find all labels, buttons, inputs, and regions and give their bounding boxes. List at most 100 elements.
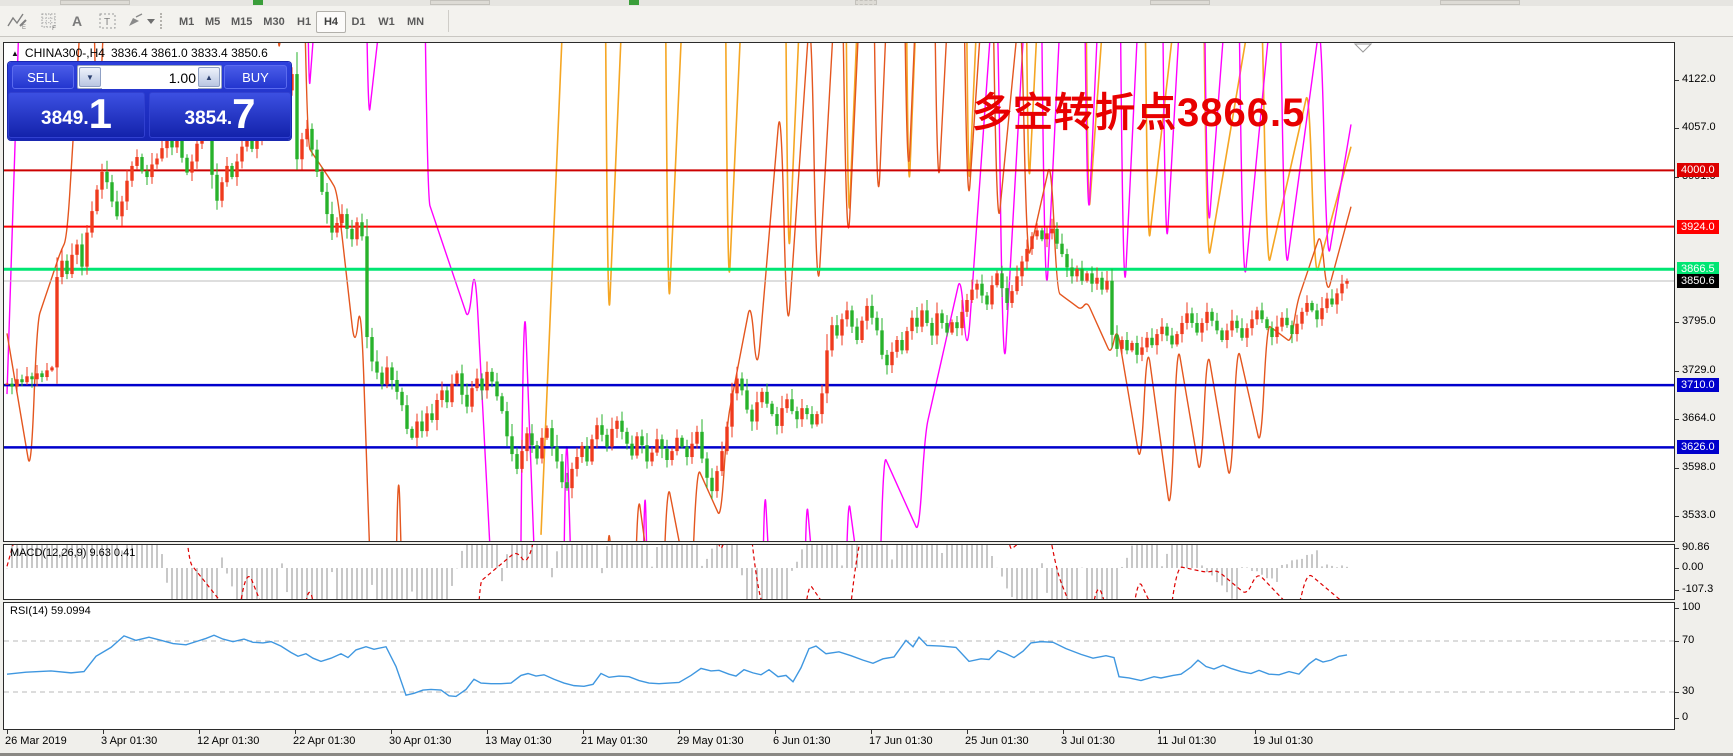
price-axis[interactable]: 4122.04057.03991.03795.03729.03664.03598… xyxy=(1675,43,1733,541)
macd-chart xyxy=(6,545,1348,599)
macd-axis[interactable]: 90.86 0.00 -107.3 xyxy=(1675,541,1733,599)
date-label: 12 Apr 01:30 xyxy=(197,735,260,747)
timeframe-h1[interactable]: H1 xyxy=(297,16,312,28)
text-label-icon[interactable]: A xyxy=(66,10,88,32)
date-label: 30 Apr 01:30 xyxy=(389,735,452,747)
cursor-mode-icon[interactable] xyxy=(124,10,158,32)
macd-tick-label: 0.00 xyxy=(1682,561,1704,573)
sell-price-dot: . xyxy=(83,108,89,129)
grid-icon[interactable]: F xyxy=(36,10,62,32)
volume-input[interactable] xyxy=(102,67,198,89)
buy-price-dot: . xyxy=(226,108,233,129)
date-tick xyxy=(199,730,200,734)
date-label: 21 May 01:30 xyxy=(581,735,648,747)
timeframe-w1[interactable]: W1 xyxy=(378,16,395,28)
price-badge-3626.0: 3626.0 xyxy=(1677,440,1719,455)
date-label: 3 Jul 01:30 xyxy=(1061,735,1115,747)
letter-a: A xyxy=(71,13,83,29)
price-badge-3850.6: 3850.6 xyxy=(1677,274,1719,289)
price-badge-3710.0: 3710.0 xyxy=(1677,378,1719,393)
date-label: 29 May 01:30 xyxy=(677,735,744,747)
toolbar-separator xyxy=(448,10,449,32)
ma-orange xyxy=(6,43,1352,541)
buy-price-button[interactable]: 3854 . 7 xyxy=(149,92,291,138)
price-tick-label: 4122.0 xyxy=(1682,73,1716,85)
toolbar-grip[interactable] xyxy=(160,13,165,29)
price-tick-label: 3664.0 xyxy=(1682,412,1716,425)
price-tick xyxy=(1675,322,1679,324)
date-tick xyxy=(775,730,776,734)
price-tick-label: 3795.0 xyxy=(1682,315,1716,328)
date-tick xyxy=(583,730,584,734)
symbol-header: ▲ CHINA300-,H4 3836.4 3861.0 3833.4 3850… xyxy=(11,46,268,60)
rsi-axis[interactable]: 100 70 30 0 xyxy=(1675,601,1733,729)
timeframe-m5[interactable]: M5 xyxy=(205,16,221,28)
sell-price-main: 3849 xyxy=(41,108,84,129)
price-tick xyxy=(1675,419,1679,421)
rsi-tick-label: 100 xyxy=(1682,601,1701,613)
rsi-line xyxy=(6,634,1348,698)
price-tick xyxy=(1675,177,1679,179)
rsi-label: RSI(14) 59.0994 xyxy=(10,605,91,617)
macd-tick-label: -107.3 xyxy=(1682,583,1714,595)
toolbar-remnant-buttons xyxy=(855,0,877,5)
macd-tick xyxy=(1675,590,1679,591)
date-label: 6 Jun 01:30 xyxy=(773,735,831,747)
price-tick xyxy=(1675,80,1679,81)
svg-text:T: T xyxy=(104,17,110,28)
timeframe-h4[interactable]: H4 xyxy=(316,11,346,33)
volume-decrease-icon[interactable]: ▼ xyxy=(79,67,101,87)
timeframe-mn[interactable]: MN xyxy=(407,16,425,28)
price-tick xyxy=(1675,516,1679,518)
sell-button[interactable]: SELL xyxy=(12,65,74,89)
candlestick-chart[interactable] xyxy=(4,43,1674,541)
toolbar-remnant-green-icon xyxy=(253,0,263,5)
symbol-name: CHINA300-,H4 xyxy=(24,46,105,60)
collapse-panel-icon[interactable]: ▲ xyxy=(11,48,19,58)
date-label: 26 Mar 2019 xyxy=(5,735,67,747)
chart-shift-icon xyxy=(1353,43,1373,53)
macd-tick xyxy=(1675,568,1679,569)
date-tick xyxy=(295,730,296,734)
sell-price-button[interactable]: 3849 . 1 xyxy=(8,92,145,138)
price-tick xyxy=(1675,468,1679,470)
sell-price-pip: 1 xyxy=(88,90,112,137)
toolbar-remnant-green-icon xyxy=(629,0,639,5)
timeframe-m15[interactable]: M15 xyxy=(231,16,253,28)
svg-text:E: E xyxy=(22,25,26,30)
date-tick xyxy=(1255,730,1256,734)
volume-box: ▼ ▲ xyxy=(77,65,222,89)
date-tick xyxy=(967,730,968,734)
one-click-trade-panel: SELL ▼ ▲ BUY 3849 . 1 3854 . 7 xyxy=(8,62,291,140)
date-tick xyxy=(679,730,680,734)
toolbar: E F A T M1 M5 M15 M30 H1 H xyxy=(0,6,1733,37)
date-label: 11 Jul 01:30 xyxy=(1157,735,1217,747)
window-bottom-edge xyxy=(0,753,1733,756)
date-label: 3 Apr 01:30 xyxy=(101,735,158,747)
toolbar-remnant-buttons xyxy=(430,0,490,5)
date-axis[interactable]: 26 Mar 2019 3 Apr 01:30 12 Apr 01:30 22 Apr… xyxy=(0,730,1733,756)
ma-magenta xyxy=(6,43,1352,541)
macd-tick-label: 90.86 xyxy=(1682,541,1710,553)
rsi-tick-label: 70 xyxy=(1682,634,1695,646)
text-box-icon[interactable]: T xyxy=(94,10,120,32)
buy-button[interactable]: BUY xyxy=(224,65,287,89)
date-label: 17 Jun 01:30 xyxy=(869,735,933,747)
price-tick-label: 3533.0 xyxy=(1682,509,1716,522)
macd-pane[interactable]: MACD(12,26,9) 9.63 0.41 xyxy=(3,544,1675,600)
date-tick xyxy=(871,730,872,734)
rsi-tick xyxy=(1675,692,1679,693)
chart-objects-icon[interactable]: E xyxy=(4,10,30,32)
annotation-text: 多空转折点3866.5 xyxy=(972,91,1306,135)
timeframe-m1[interactable]: M1 xyxy=(179,16,195,28)
buy-price-pip: 7 xyxy=(232,90,256,137)
timeframe-d1[interactable]: D1 xyxy=(351,16,366,28)
toolbar-remnant-buttons xyxy=(1440,0,1520,5)
price-badge-4000.0: 4000.0 xyxy=(1677,163,1719,178)
rsi-pane[interactable]: RSI(14) 59.0994 xyxy=(3,602,1675,730)
volume-increase-icon[interactable]: ▲ xyxy=(198,67,220,87)
timeframe-m30[interactable]: M30 xyxy=(263,16,285,28)
date-tick xyxy=(103,730,104,734)
svg-text:F: F xyxy=(52,25,56,30)
price-tick-label: 4057.0 xyxy=(1682,121,1716,134)
